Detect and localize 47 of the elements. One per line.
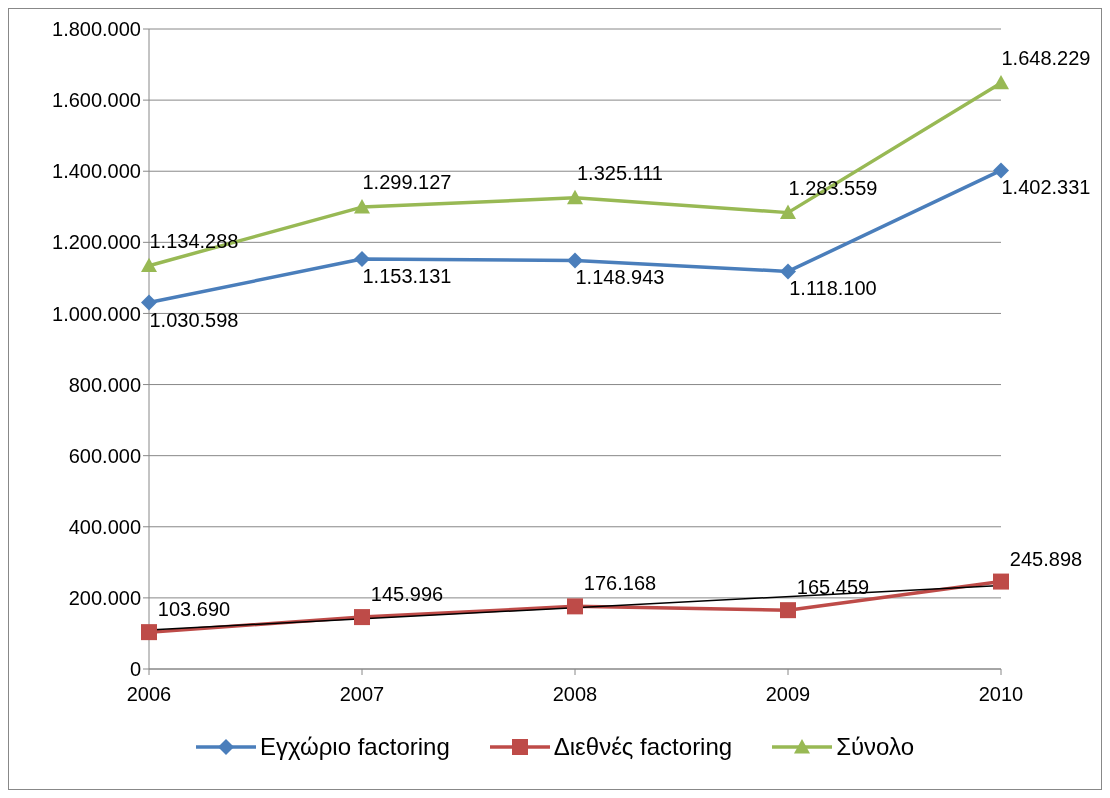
data-label: 1.153.131 [362, 265, 452, 287]
data-label: 1.648.229 [1001, 46, 1091, 69]
x-tick-label: 2007 [339, 683, 385, 706]
point [993, 162, 1009, 179]
data-label: 1.325.111 [576, 161, 664, 184]
x-tick-label: 2008 [552, 683, 598, 706]
x-tick-label: 2009 [765, 683, 811, 706]
data-label: 1.299.127 [362, 171, 452, 194]
y-tick-label: 200.000 [68, 586, 141, 609]
data-label: 1.402.331 [1001, 176, 1091, 199]
x-tick-label: 2010 [978, 683, 1024, 706]
point [567, 252, 583, 269]
y-tick-label: 400.000 [68, 515, 141, 538]
data-label: 1.118.100 [789, 277, 877, 300]
y-tick-label: 1.600.000 [52, 89, 141, 112]
legend-label: Διεθνές factoring [553, 733, 733, 761]
y-tick-label: 1.200.000 [52, 231, 141, 254]
data-label: 245.898 [1009, 547, 1083, 570]
y-tick-label: 1.800.000 [52, 18, 141, 41]
point [354, 199, 370, 214]
legend-label: Εγχώριο factoring [260, 733, 450, 761]
point [141, 624, 157, 641]
point [993, 74, 1009, 90]
x-tick-label: 2006 [126, 683, 172, 706]
y-tick-label: 600.000 [68, 444, 141, 467]
data-label: 1.148.943 [575, 266, 665, 289]
y-tick-label: 1.400.000 [52, 160, 141, 183]
point [780, 204, 796, 220]
point [141, 257, 157, 273]
data-label: 1.030.598 [149, 308, 239, 331]
point [141, 294, 157, 311]
legend-label: Σύνολο [836, 733, 914, 761]
point [567, 598, 583, 615]
point [354, 609, 370, 626]
data-label: 1.134.288 [149, 229, 239, 252]
point [567, 189, 583, 205]
point [354, 251, 370, 267]
y-tick-label: 1.000.000 [52, 302, 141, 325]
data-label: 103.690 [157, 598, 231, 621]
point [780, 602, 796, 619]
point [993, 573, 1009, 590]
data-label: 176.168 [583, 572, 657, 595]
data-label: 145.996 [370, 583, 444, 606]
y-tick-label: 0 [129, 658, 141, 681]
data-label: 165.459 [796, 576, 870, 599]
y-tick-label: 800.000 [68, 373, 141, 396]
point [780, 263, 796, 280]
